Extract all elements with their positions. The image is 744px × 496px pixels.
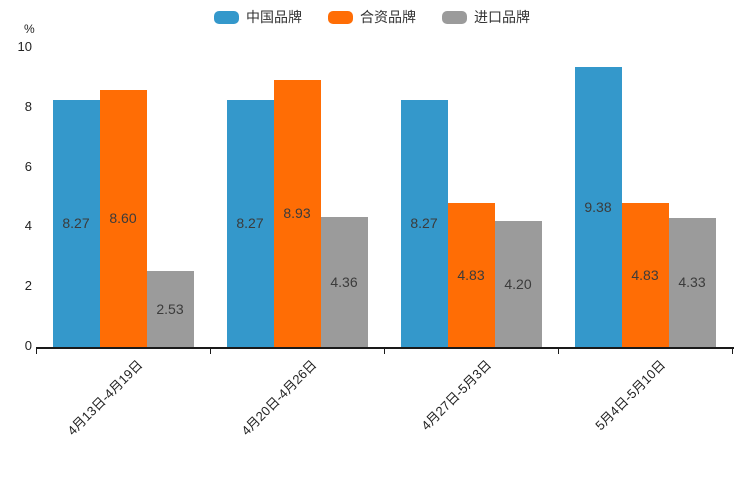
bar-value-label: 8.27 [62, 215, 90, 232]
bar: 8.60 [99, 89, 147, 347]
bar: 8.27 [226, 99, 274, 347]
bar: 4.20 [494, 221, 542, 347]
x-axis-tick-label: 4月13日-4月19日 [64, 357, 146, 439]
bar-value-label: 8.27 [410, 215, 438, 232]
x-axis-tick [35, 347, 37, 354]
legend-item[interactable]: 中国品牌 [214, 7, 302, 27]
bar: 4.36 [320, 216, 368, 347]
y-axis-tick-label: 10 [17, 39, 32, 54]
legend-label: 合资品牌 [360, 9, 416, 25]
legend-item[interactable]: 进口品牌 [442, 7, 530, 27]
y-axis-unit-label: % [24, 22, 35, 36]
legend: 中国品牌 合资品牌 进口品牌 [0, 8, 744, 26]
bar: 9.38 [574, 66, 622, 347]
y-axis-tick-label: 2 [24, 278, 32, 294]
x-axis-tick [731, 347, 733, 354]
y-axis-tick-label: 4 [24, 218, 32, 234]
bar: 4.33 [668, 217, 716, 347]
bar-value-label: 8.27 [236, 215, 264, 232]
x-axis-tick [383, 347, 385, 354]
legend-label: 进口品牌 [474, 9, 530, 25]
bar-value-label: 4.36 [330, 273, 358, 290]
y-axis-tick-label: 6 [24, 158, 32, 174]
bar: 8.93 [273, 79, 321, 347]
bar-value-label: 9.38 [584, 198, 612, 215]
bar: 4.83 [447, 202, 495, 347]
y-axis-tick-label: 0 [24, 338, 32, 353]
bar-value-label: 2.53 [156, 301, 184, 318]
x-axis-tick-label: 5月4日-5月10日 [591, 357, 668, 434]
bar: 2.53 [146, 271, 194, 347]
legend-item[interactable]: 合资品牌 [328, 7, 416, 27]
y-axis-tick-label: 8 [24, 98, 32, 114]
legend-swatch [442, 10, 467, 24]
bar: 8.27 [52, 99, 100, 347]
x-axis-tick [209, 347, 211, 354]
bar-value-label: 4.83 [457, 266, 485, 283]
bar-value-label: 8.60 [109, 210, 137, 227]
x-axis-tick [557, 347, 559, 354]
x-axis-tick-label: 4月20日-4月26日 [238, 357, 320, 439]
x-axis-tick-label: 4月27日-5月3日 [417, 357, 494, 434]
bar-value-label: 8.93 [283, 205, 311, 222]
bar: 8.27 [400, 99, 448, 347]
bar-value-label: 4.20 [504, 276, 532, 293]
bar: 4.83 [621, 202, 669, 347]
x-axis-line [36, 347, 734, 349]
legend-swatch [214, 10, 239, 24]
bar-value-label: 4.83 [631, 266, 659, 283]
legend-swatch [328, 10, 353, 24]
legend-label: 中国品牌 [246, 9, 302, 25]
bar-value-label: 4.33 [678, 274, 706, 291]
